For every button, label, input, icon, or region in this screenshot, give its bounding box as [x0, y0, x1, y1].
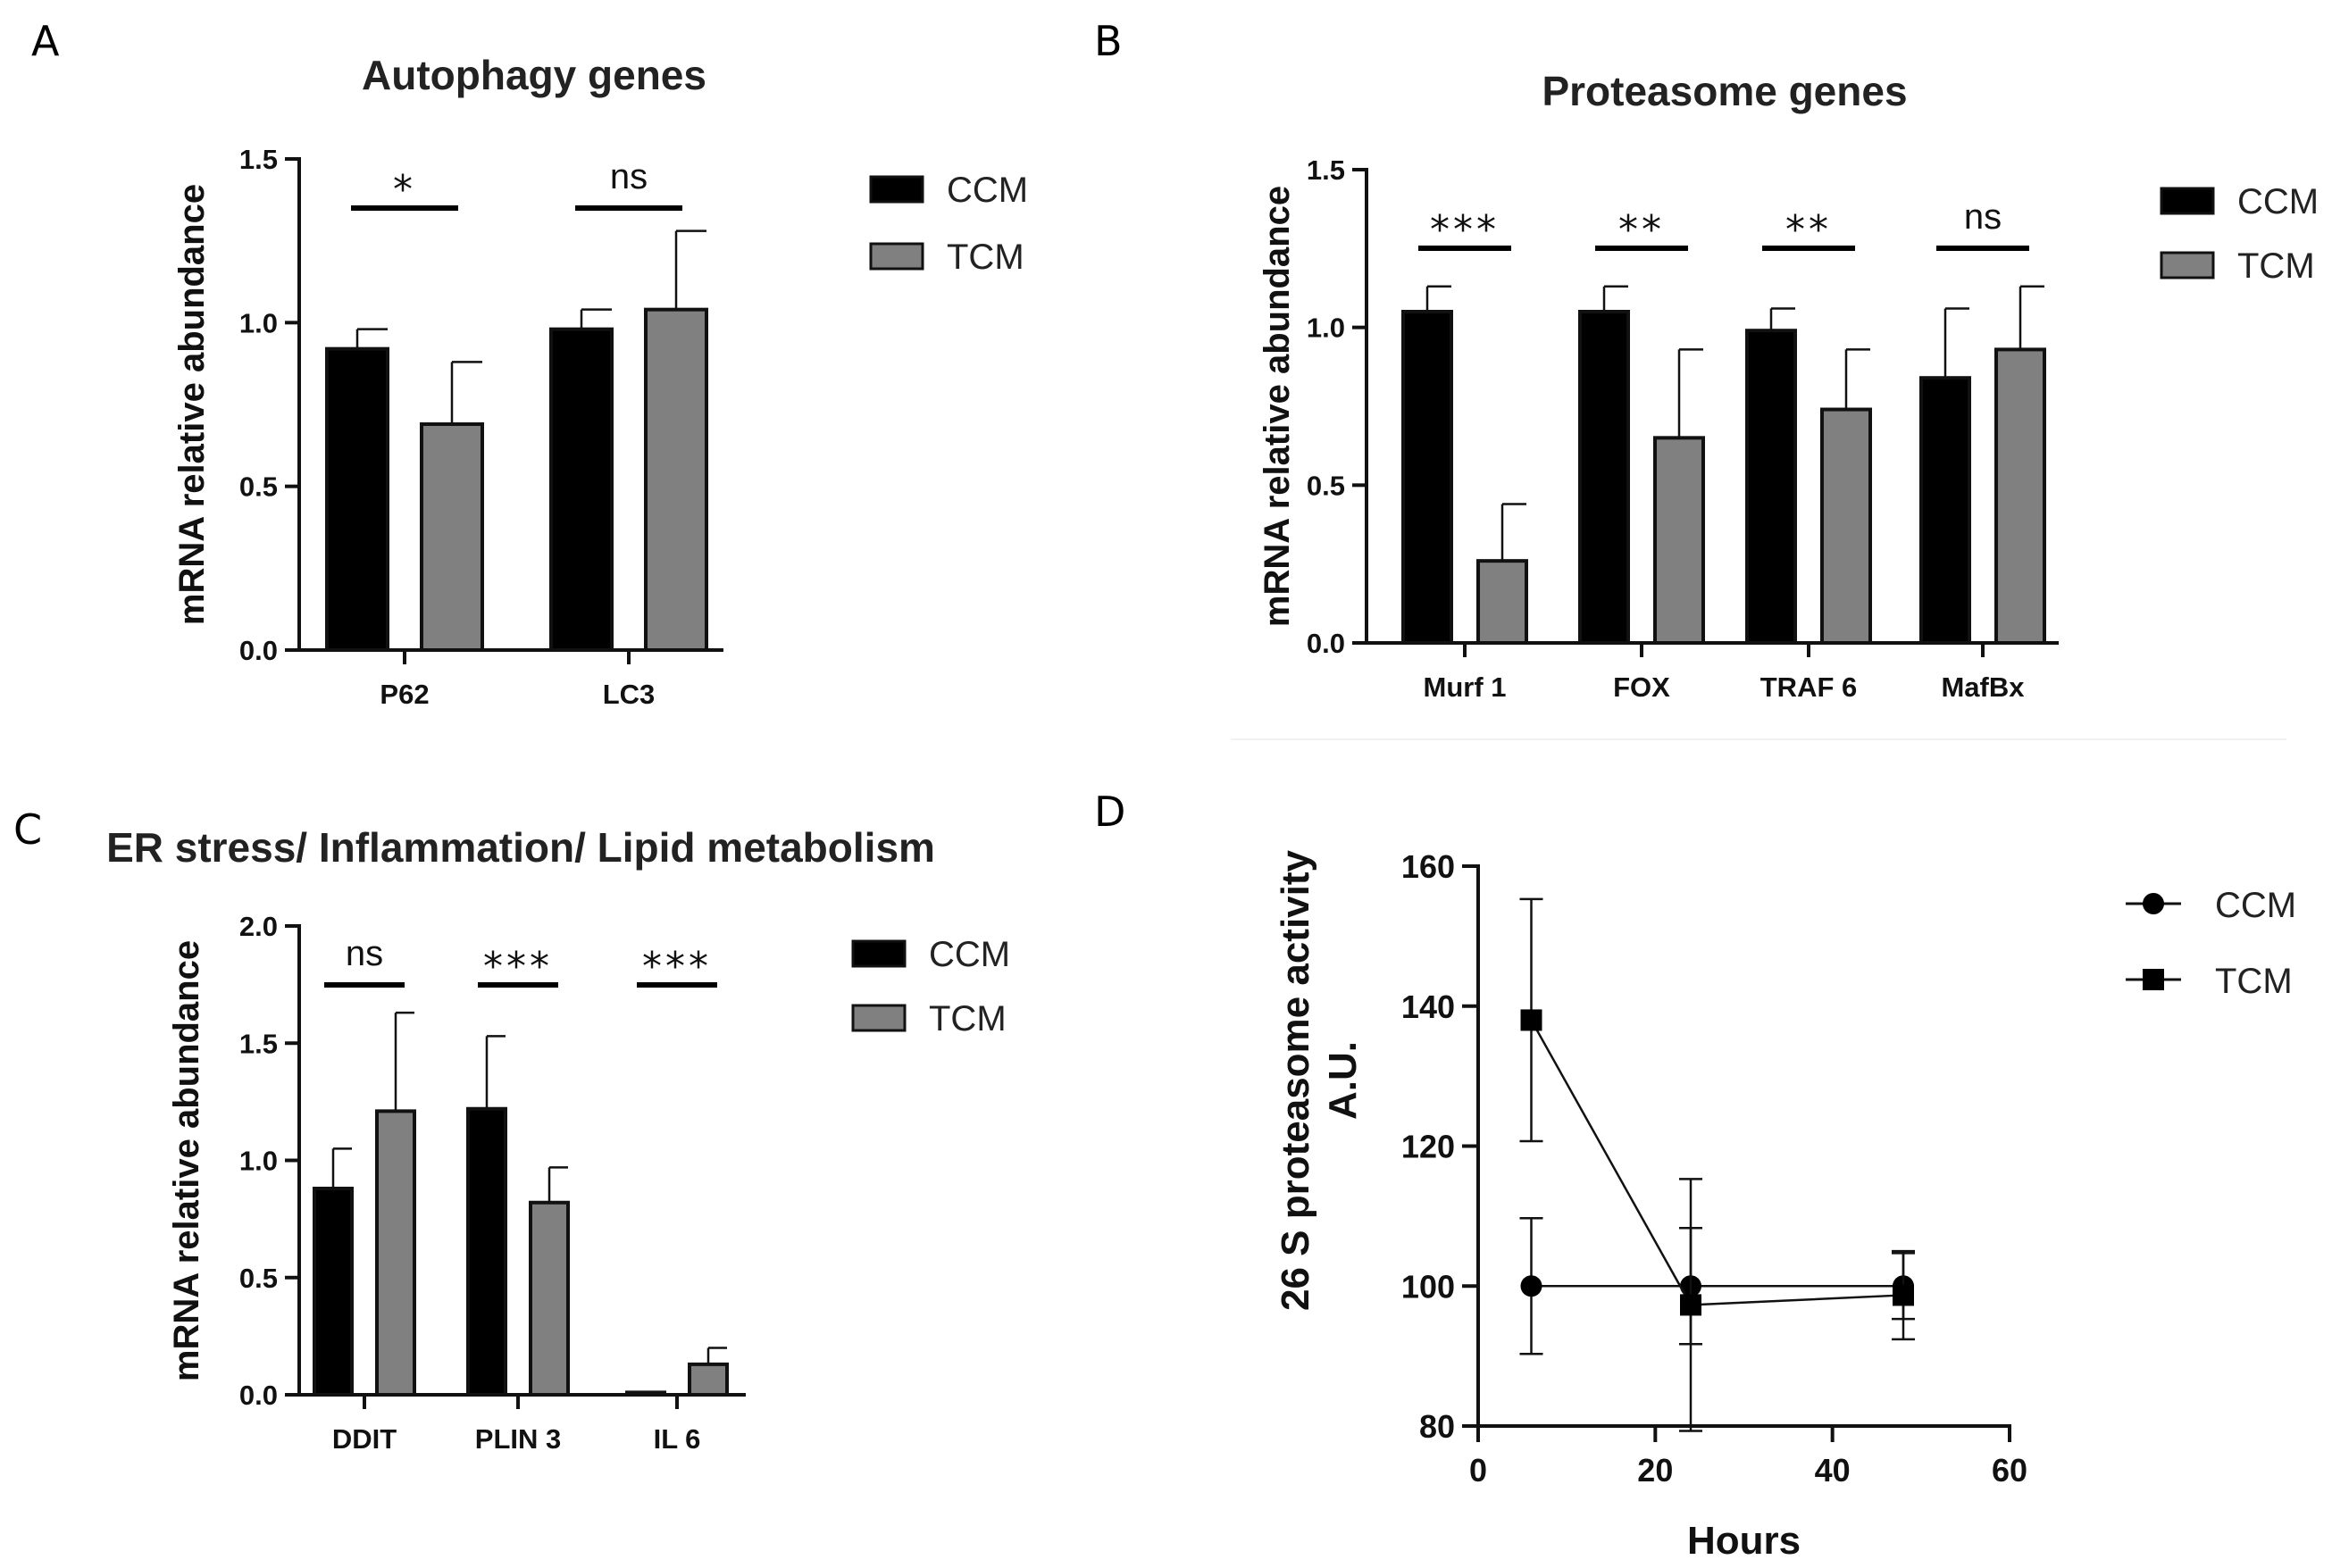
bar-tcm-plin-3: [529, 1200, 570, 1397]
bar-tcm-ddit: [375, 1109, 416, 1397]
bar-ccm-murf-1: [1401, 310, 1453, 645]
legend-label-ccm: CCM: [947, 171, 1028, 210]
y-tick-label: 1.5: [239, 144, 278, 175]
y-tick-label: 1.5: [239, 1028, 278, 1059]
point-tcm-48h: [1893, 1284, 1914, 1306]
x-tick-label-lc3: LC3: [603, 679, 656, 710]
bar-ccm-plin-3: [466, 1106, 507, 1397]
y-tick-label: 1.0: [239, 307, 278, 338]
legend-label-tcm: TCM: [929, 999, 1007, 1038]
legend-label-tcm: TCM: [947, 238, 1024, 277]
point-tcm-24h: [1680, 1294, 1701, 1316]
x-tick-label: 60: [1992, 1452, 2027, 1489]
bar-tcm-p62: [420, 422, 484, 652]
bar-ccm-ddit: [313, 1187, 354, 1397]
y-tick-label: 120: [1401, 1129, 1455, 1165]
bar-ccm-p62: [325, 346, 389, 652]
x-tick-label-il-6: IL 6: [654, 1423, 701, 1455]
y-axis-label: mRNA relative abundance: [1258, 186, 1297, 627]
x-tick-label-mafbx: MafBx: [1941, 671, 2025, 703]
x-tick-label: 40: [1815, 1452, 1851, 1489]
bar-ccm-mafbx: [1919, 376, 1971, 645]
legend-label-tcm: TCM: [2215, 962, 2293, 1001]
x-tick-label-fox: FOX: [1613, 671, 1670, 703]
chart-title: ER stress/ Inflammation/ Lipid metabolis…: [106, 824, 935, 871]
y-tick-label: 0.5: [239, 471, 278, 503]
bar-ccm-traf-6: [1745, 329, 1797, 645]
x-tick-label: 0: [1469, 1452, 1487, 1489]
y-tick-label: 80: [1419, 1408, 1455, 1445]
y-tick-label: 100: [1401, 1268, 1455, 1305]
significance-label-plin-3: ***: [483, 944, 553, 989]
chart-proteasome-genes: Proteasome genes mRNA relative abundance 0…: [1258, 68, 2319, 703]
x-tick-label-plin-3: PLIN 3: [475, 1423, 561, 1455]
significance-label-fox: **: [1618, 207, 1665, 253]
bar-ccm-fox: [1578, 310, 1630, 645]
x-axis-label: Hours: [1687, 1519, 1801, 1563]
y-tick-label: 0.0: [239, 1380, 278, 1411]
point-ccm-6h: [1520, 1275, 1542, 1297]
bar-tcm-fox: [1653, 436, 1705, 646]
bar-tcm-mafbx: [1994, 347, 2046, 645]
y-axis-label: mRNA relative abundance: [167, 940, 206, 1381]
y-tick-label: 0.0: [1307, 628, 1345, 659]
y-axis-label-line-1: 26 S proteasome activity: [1274, 849, 1317, 1311]
significance-label-p62: *: [393, 167, 416, 213]
x-tick-label-murf-1: Murf 1: [1424, 671, 1507, 703]
y-tick-label: 160: [1401, 848, 1455, 885]
y-tick-label: 1.0: [239, 1146, 278, 1177]
chart-autophagy-genes: Autophagy genes mRNA relative abundance 0.…: [172, 52, 1028, 710]
significance-label-ddit: ns: [346, 934, 383, 973]
point-tcm-6h: [1520, 1009, 1542, 1031]
y-tick-label: 140: [1401, 988, 1455, 1025]
x-tick-label-ddit: DDIT: [332, 1423, 397, 1455]
panel-label-a: A: [31, 17, 60, 65]
significance-label-mafbx: ns: [1964, 197, 2002, 237]
y-tick-label: 1.5: [1307, 154, 1345, 186]
chart-title: Proteasome genes: [1542, 68, 1907, 114]
y-tick-label: 2.0: [239, 911, 278, 942]
y-tick-label: 1.0: [1307, 313, 1345, 344]
significance-label-lc3: ns: [610, 157, 648, 196]
bar-ccm-il-6: [625, 1390, 666, 1397]
series-line-tcm: [1530, 1019, 1904, 1306]
y-tick-label: 0.0: [239, 635, 278, 666]
x-tick-label: 20: [1637, 1452, 1673, 1489]
chart-er-stress-inflammation-lipid: ER stress/ Inflammation/ Lipid metabolis…: [106, 824, 1010, 1455]
legend-swatch-tcm: [2160, 251, 2215, 279]
legend-marker-tcm: [2143, 969, 2164, 990]
bar-tcm-il-6: [688, 1362, 729, 1397]
bar-ccm-lc3: [549, 327, 614, 652]
significance-label-murf-1: ***: [1430, 207, 1500, 253]
legend-swatch-ccm: [869, 175, 924, 204]
panel-label-d: D: [1094, 788, 1125, 836]
bar-tcm-murf-1: [1476, 559, 1528, 646]
significance-label-il-6: ***: [642, 944, 712, 989]
legend-label-ccm: CCM: [929, 935, 1010, 974]
y-tick-label: 0.5: [1307, 470, 1345, 501]
legend-swatch-ccm: [851, 939, 907, 968]
chart-proteasome-activity: 80 100 120 140 160 0 20 40 60 Hours 26 S proteasom…: [1274, 848, 2296, 1563]
significance-label-traf-6: **: [1785, 207, 1832, 253]
legend-swatch-ccm: [2160, 187, 2215, 215]
panel-label-b: B: [1094, 17, 1123, 65]
legend-marker-ccm: [2143, 893, 2164, 914]
y-tick-label: 0.5: [239, 1263, 278, 1294]
y-axis-label: mRNA relative abundance: [172, 184, 212, 625]
legend-swatch-tcm: [851, 1004, 907, 1032]
legend-swatch-tcm: [869, 242, 924, 271]
legend-label-ccm: CCM: [2237, 182, 2319, 221]
bar-tcm-lc3: [644, 307, 708, 652]
x-tick-label-traf-6: TRAF 6: [1760, 671, 1858, 703]
legend-label-ccm: CCM: [2215, 886, 2296, 925]
panel-label-c: C: [13, 805, 42, 854]
y-axis-label-line-2: A.U.: [1321, 1041, 1365, 1120]
bar-tcm-traf-6: [1820, 407, 1872, 645]
chart-title: Autophagy genes: [362, 52, 706, 98]
legend-label-tcm: TCM: [2237, 246, 2315, 286]
x-tick-label-p62: P62: [380, 679, 429, 710]
